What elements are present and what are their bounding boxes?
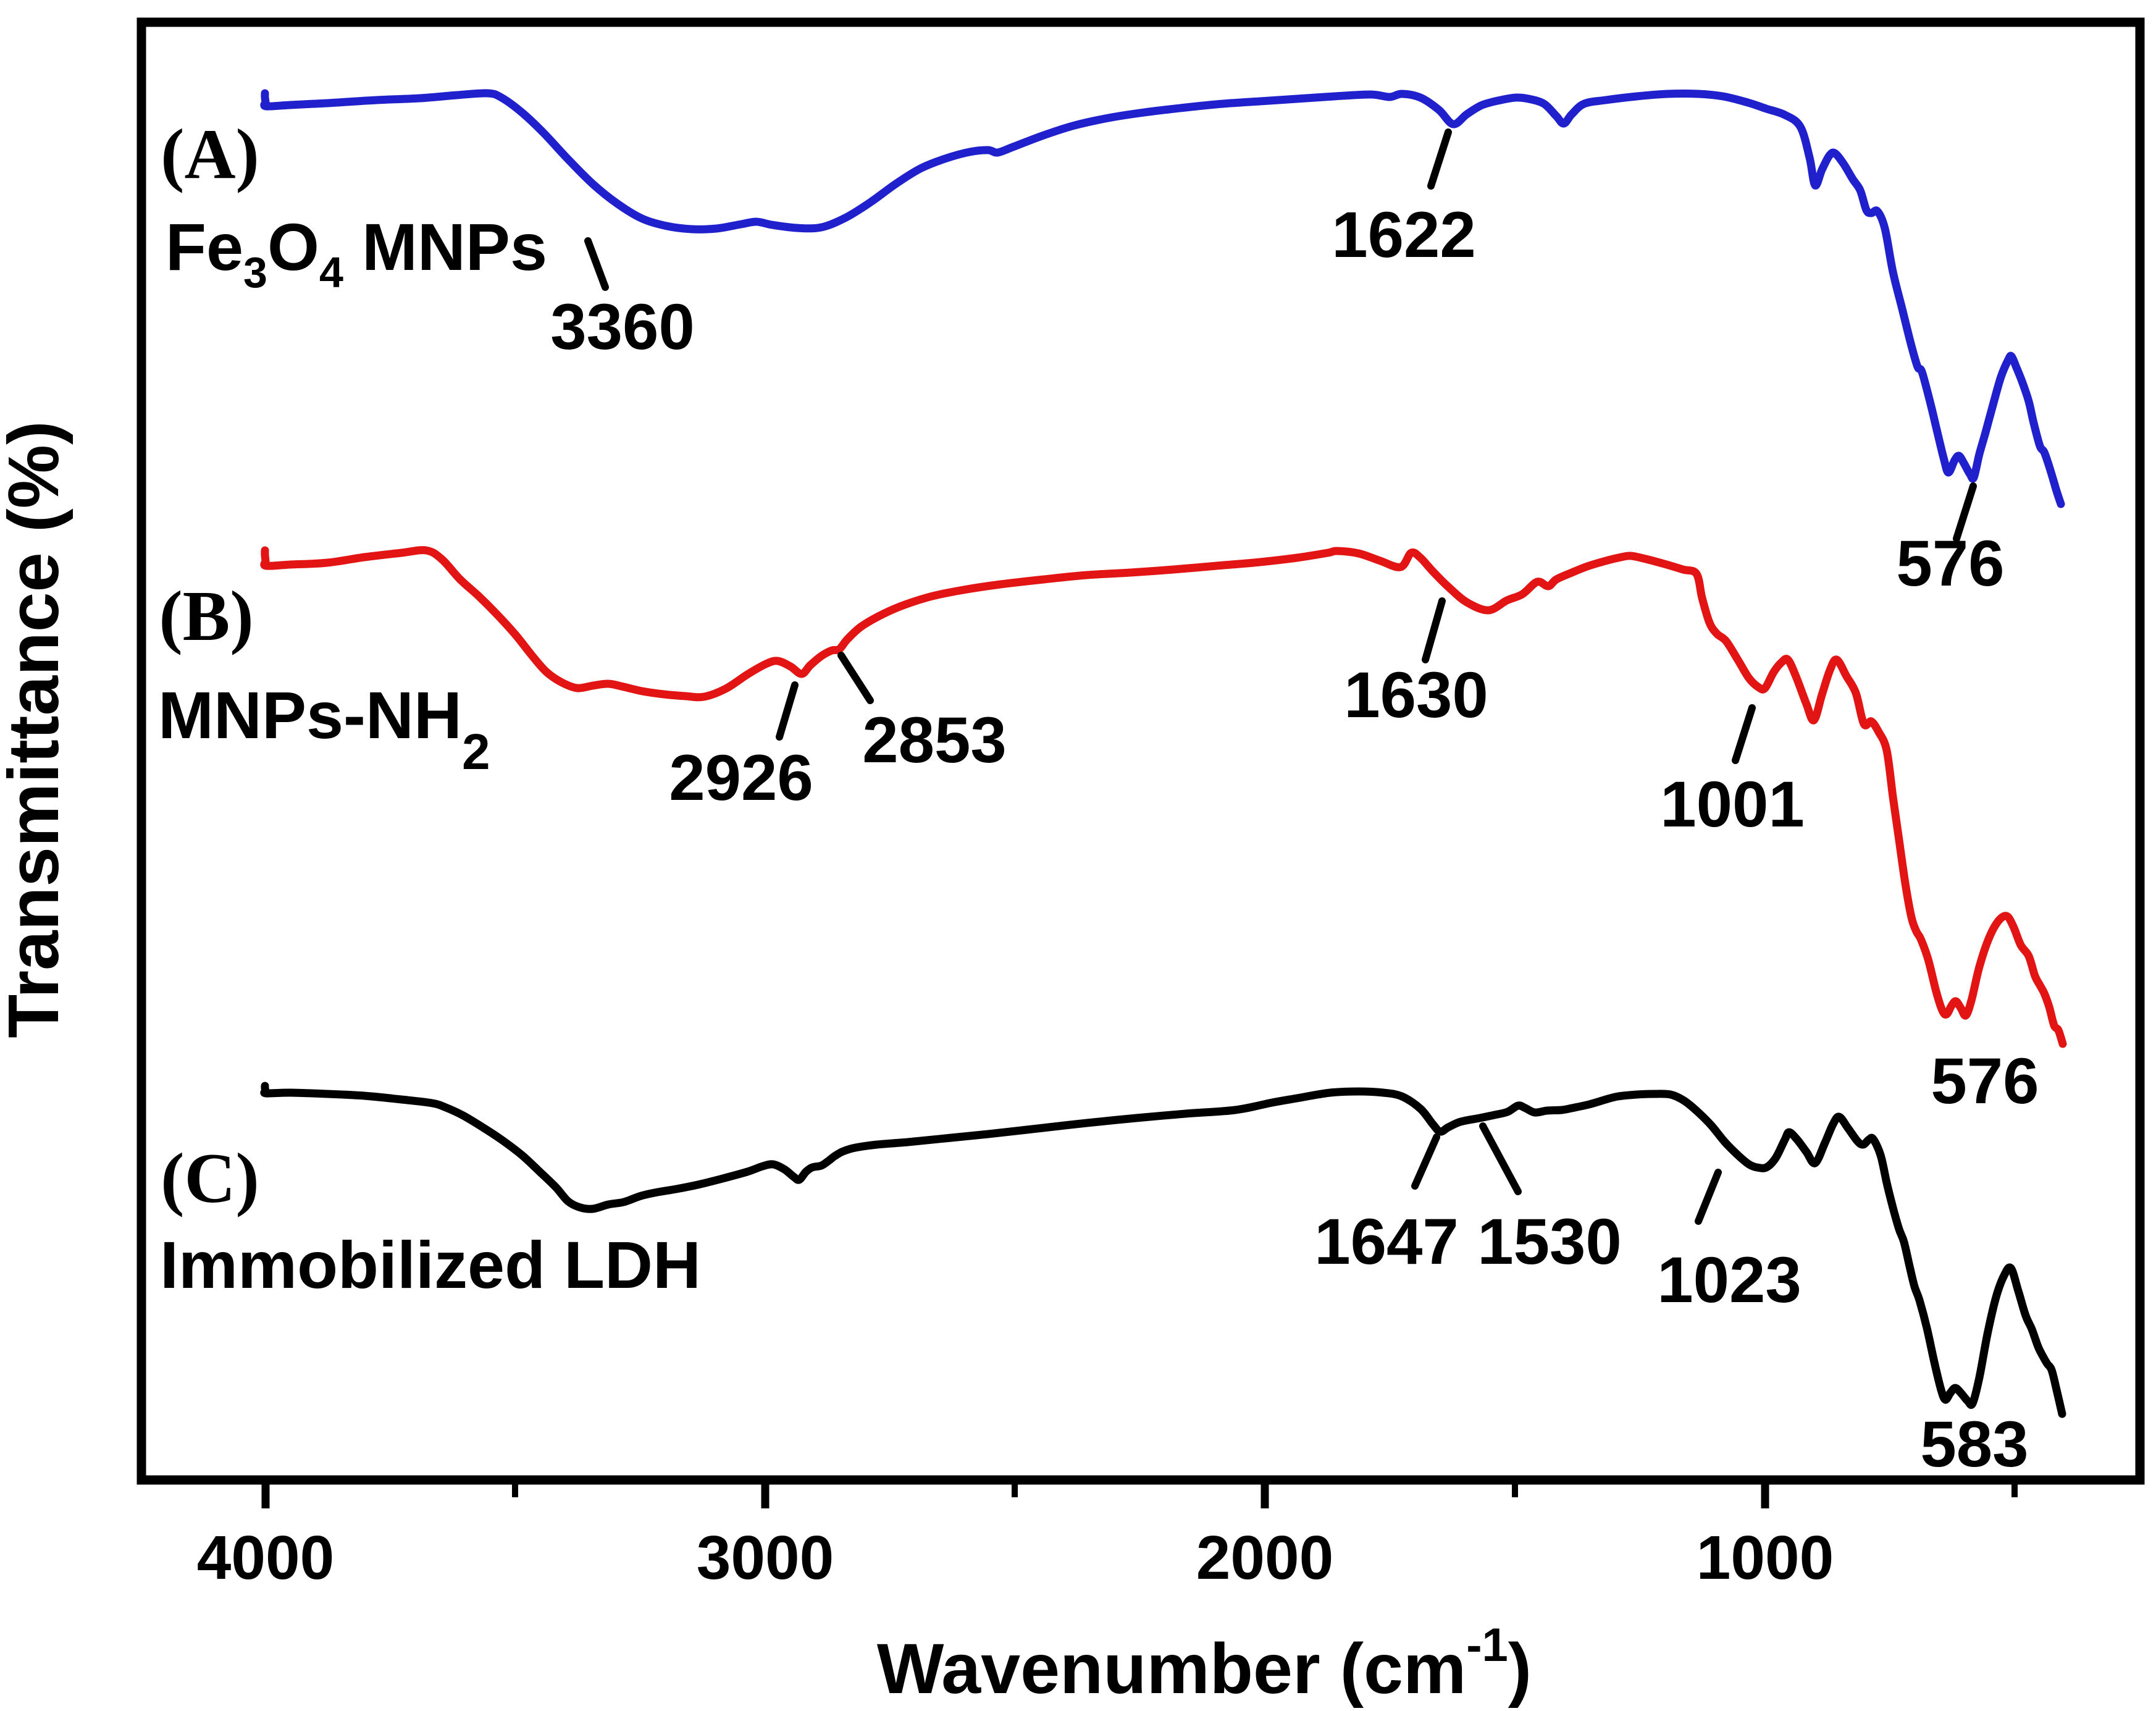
svg-text:583: 583 — [1920, 1408, 2028, 1481]
svg-text:Wavenumber (cm-1): Wavenumber (cm-1) — [877, 1619, 1532, 1709]
svg-text:(A): (A) — [161, 115, 259, 193]
svg-text:2926: 2926 — [669, 742, 813, 814]
svg-text:4000: 4000 — [197, 1523, 334, 1592]
svg-text:1001: 1001 — [1660, 768, 1805, 841]
svg-text:2000: 2000 — [1196, 1523, 1333, 1592]
svg-text:Immobilized LDH: Immobilized LDH — [160, 1227, 701, 1302]
svg-text:1622: 1622 — [1332, 199, 1476, 271]
svg-text:(B): (B) — [159, 577, 253, 655]
svg-text:1023: 1023 — [1657, 1244, 1802, 1316]
svg-text:1000: 1000 — [1697, 1523, 1834, 1592]
svg-text:1630: 1630 — [1344, 659, 1488, 731]
svg-text:(C): (C) — [161, 1139, 259, 1217]
svg-text:3000: 3000 — [697, 1523, 834, 1592]
svg-text:2853: 2853 — [862, 704, 1007, 776]
svg-text:1647: 1647 — [1314, 1206, 1459, 1278]
svg-text:Fe3O4 MNPs: Fe3O4 MNPs — [166, 209, 547, 296]
svg-text:1530: 1530 — [1477, 1206, 1622, 1278]
svg-text:3360: 3360 — [550, 291, 695, 363]
svg-text:576: 576 — [1896, 528, 2004, 600]
svg-text:576: 576 — [1931, 1045, 2039, 1117]
svg-text:Transmittance (%): Transmittance (%) — [0, 421, 73, 1038]
